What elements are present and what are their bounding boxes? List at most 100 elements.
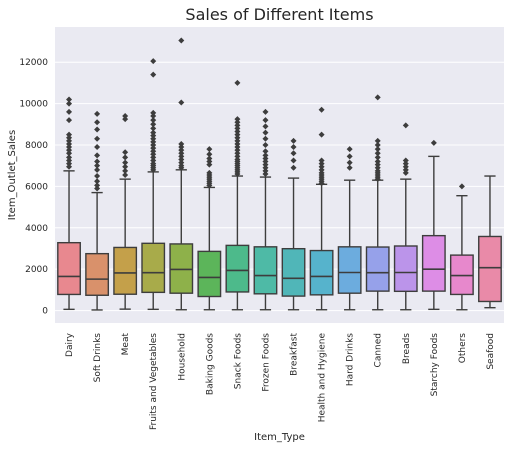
- outlier-point: [178, 162, 185, 169]
- box: [85, 252, 110, 296]
- y-axis-label: Item_Outlet_Sales: [7, 130, 18, 220]
- outlier-point: [150, 145, 157, 152]
- outlier-point: [290, 157, 297, 164]
- outlier-point: [94, 110, 101, 117]
- outlier-point: [122, 113, 129, 120]
- box-group: [197, 146, 222, 311]
- box: [281, 247, 306, 297]
- box-group: [365, 94, 390, 311]
- x-tick-label: Baking Goods: [205, 333, 215, 395]
- box: [197, 250, 222, 298]
- outlier-point: [94, 182, 101, 189]
- box-group: [309, 106, 334, 311]
- outlier-point: [150, 151, 157, 158]
- outlier-point: [66, 117, 73, 124]
- outlier-point: [234, 150, 241, 157]
- outlier-point: [234, 128, 241, 135]
- outlier-point: [66, 140, 73, 147]
- outlier-point: [178, 150, 185, 157]
- outlier-point: [234, 116, 241, 123]
- outlier-point: [374, 167, 381, 174]
- outlier-point: [66, 154, 73, 161]
- box-group: [253, 108, 278, 311]
- outlier-point: [262, 108, 269, 115]
- outlier-point: [234, 125, 241, 132]
- outlier-point: [66, 144, 73, 151]
- outlier-point: [150, 141, 157, 148]
- outlier-point: [122, 167, 129, 174]
- outlier-point: [66, 163, 73, 170]
- outlier-point: [150, 109, 157, 116]
- outlier-point: [178, 140, 185, 147]
- outlier-point: [150, 132, 157, 139]
- outlier-point: [290, 137, 297, 144]
- box-group: [169, 37, 194, 311]
- box-group: [421, 139, 446, 311]
- box: [337, 246, 362, 294]
- outlier-point: [122, 116, 129, 123]
- box-group: [478, 175, 502, 309]
- outlier-point: [150, 113, 157, 120]
- box: [393, 245, 418, 293]
- outlier-point: [234, 79, 241, 86]
- box: [421, 234, 446, 292]
- outlier-point: [178, 144, 185, 151]
- outlier-point: [374, 137, 381, 144]
- outlier-point: [94, 144, 101, 151]
- outlier-point: [206, 155, 213, 162]
- outlier-point: [94, 173, 101, 180]
- outlier-point: [318, 157, 325, 164]
- outlier-point: [458, 183, 465, 190]
- box-group: [85, 110, 110, 311]
- outlier-point: [262, 155, 269, 162]
- outlier-point: [374, 164, 381, 171]
- box: [169, 243, 194, 294]
- outlier-point: [318, 106, 325, 113]
- box: [253, 246, 278, 295]
- x-tick-label: Canned: [374, 333, 384, 367]
- outlier-point: [94, 166, 101, 173]
- outlier-point: [178, 147, 185, 154]
- outlier-point: [150, 160, 157, 167]
- box: [365, 246, 390, 292]
- outlier-point: [150, 148, 157, 155]
- outlier-point: [206, 146, 213, 153]
- outlier-point: [318, 166, 325, 173]
- box: [141, 242, 166, 294]
- outlier-point: [290, 150, 297, 157]
- outlier-point: [346, 164, 353, 171]
- outlier-point: [150, 125, 157, 132]
- box: [225, 244, 250, 293]
- outlier-point: [374, 94, 381, 101]
- y-tick-label: 12000: [19, 58, 48, 68]
- box: [309, 249, 334, 296]
- outlier-point: [94, 135, 101, 142]
- outlier-point: [374, 161, 381, 168]
- x-tick-label: Breakfast: [290, 333, 300, 376]
- x-tick-label: Snack Foods: [233, 333, 243, 390]
- boxes: [57, 37, 502, 311]
- outlier-point: [150, 117, 157, 124]
- x-tick-label: Dairy: [65, 332, 75, 357]
- y-tick-label: 6000: [25, 182, 48, 192]
- outlier-point: [346, 159, 353, 166]
- outlier-point: [346, 153, 353, 160]
- outlier-point: [206, 158, 213, 165]
- outlier-point: [206, 151, 213, 158]
- outlier-point: [262, 152, 269, 159]
- outlier-point: [234, 156, 241, 163]
- outlier-point: [122, 172, 129, 178]
- outlier-point: [66, 100, 73, 107]
- outlier-point: [66, 160, 73, 167]
- outlier-point: [122, 149, 129, 156]
- outlier-point: [262, 148, 269, 155]
- outlier-point: [150, 138, 157, 145]
- x-tick-label: Household: [177, 333, 187, 381]
- outlier-point: [234, 153, 241, 160]
- x-tick-labels: Dairy Soft Drinks Meat Fruits and Vegetable…: [65, 332, 496, 430]
- box-group: [449, 183, 474, 311]
- box: [449, 254, 474, 296]
- outlier-point: [66, 131, 73, 138]
- outlier-point: [94, 178, 101, 185]
